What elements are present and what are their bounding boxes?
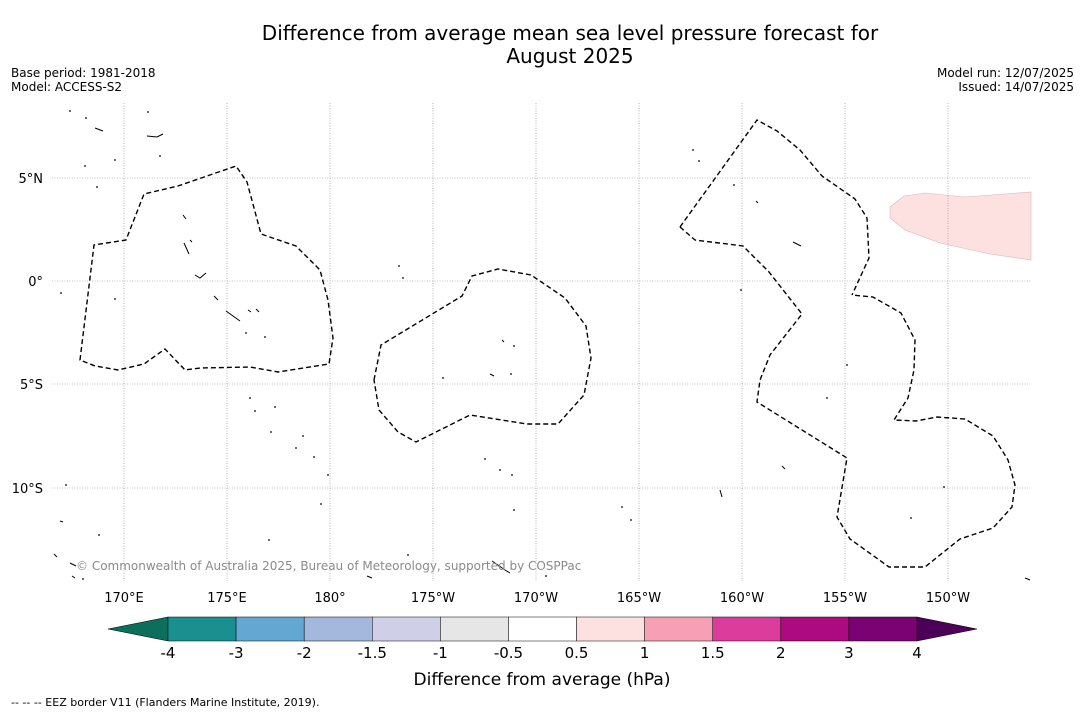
lat-label-5n: 5°N: [19, 172, 44, 187]
title-line-1: Difference from average mean sea level p…: [261, 21, 879, 45]
colorbar-cell: [235, 616, 305, 642]
colorbar: -4 -3 -2 -1.5 -1 -0.5 0.5 1 1.5 2 3 4 Difference fr…: [107, 616, 978, 690]
colorbar-tick-label: 4: [912, 644, 922, 662]
model-name: Model: ACCESS-S2: [11, 80, 123, 94]
model-run: Model run: 12/07/2025: [936, 66, 1074, 80]
issued-date: Issued: 14/07/2025: [958, 80, 1074, 94]
lon-label-180: 180°: [314, 591, 345, 606]
colorbar-cell: [848, 616, 918, 642]
eez-borders: [79, 119, 1016, 568]
colorbar-tick-label: 1.5: [701, 644, 725, 662]
eez-west-cluster: [79, 165, 334, 373]
longitude-labels: 170°E 175°E 180° 175°W 170°W 165°W 160°W…: [104, 591, 970, 606]
lon-label-175w: 175°W: [411, 591, 455, 606]
lon-label-155w: 155°W: [823, 591, 867, 606]
lon-label-150w: 150°W: [926, 591, 970, 606]
colorbar-tick-label: -1.5: [358, 644, 387, 662]
lat-label-10s: 10°S: [12, 482, 43, 497]
islands: [53, 127, 1031, 581]
colorbar-tick-label: 0.5: [565, 644, 589, 662]
colorbar-cell: [508, 616, 577, 642]
colorbar-tick-label: -4: [161, 644, 176, 662]
colorbar-tick-label: 2: [776, 644, 786, 662]
latitude-labels: 5°N 0° 5°S 10°S: [12, 172, 43, 497]
colorbar-label: Difference from average (hPa): [414, 670, 671, 690]
colorbar-tick-label: -0.5: [494, 644, 523, 662]
colorbar-high-extend: [916, 616, 978, 642]
colorbar-cell: [167, 616, 237, 642]
lat-label-0: 0°: [28, 275, 43, 290]
base-period: Base period: 1981-2018: [11, 66, 156, 80]
lon-label-160w: 160°W: [720, 591, 764, 606]
lon-label-165w: 165°W: [617, 591, 661, 606]
eez-east-upper: [679, 119, 870, 296]
colorbar-cell: [712, 616, 782, 642]
chart-title: Difference from average mean sea level p…: [0, 22, 1085, 68]
small-islets: [60, 110, 945, 580]
lon-label-170w: 170°W: [514, 591, 558, 606]
colorbar-cell: [780, 616, 850, 642]
colorbar-low-extend: [107, 616, 169, 642]
eez-footnote: -- -- -- EEZ border V11 (Flanders Marine…: [11, 696, 320, 709]
eez-central: [373, 268, 592, 443]
colorbar-cell: [303, 616, 373, 642]
colorbar-cell: [440, 616, 509, 642]
title-line-2: August 2025: [506, 44, 634, 68]
copyright-text: © Commonwealth of Australia 2025, Bureau…: [76, 559, 581, 573]
colorbar-cell: [372, 616, 441, 642]
lat-label-5s: 5°S: [20, 378, 43, 393]
meta-left: Base period: 1981-2018 Model: ACCESS-S2: [11, 66, 156, 94]
colorbar-cell: [576, 616, 645, 642]
pressure-anomaly-area: [889, 191, 1032, 261]
lon-label-170e: 170°E: [104, 591, 144, 606]
meta-right: Model run: 12/07/2025 Issued: 14/07/2025: [937, 66, 1074, 94]
eez-east-connector: [679, 226, 1016, 568]
lon-label-175e: 175°E: [207, 591, 247, 606]
map-gridlines: [52, 103, 1031, 581]
colorbar-tick-label: -3: [229, 644, 244, 662]
colorbar-tick-label: -1: [433, 644, 448, 662]
colorbar-tick-label: 1: [640, 644, 650, 662]
colorbar-tick-label: 3: [844, 644, 854, 662]
colorbar-tick-label: -2: [297, 644, 312, 662]
colorbar-cell: [644, 616, 713, 642]
